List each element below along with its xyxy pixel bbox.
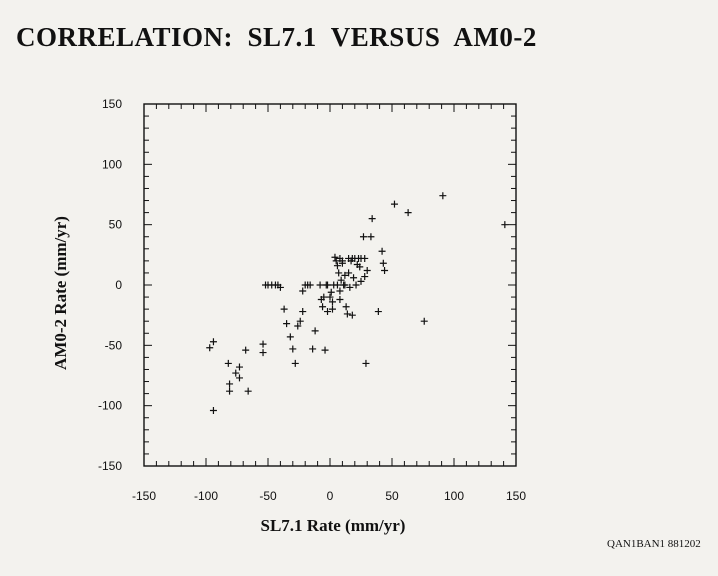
data-point <box>420 317 428 325</box>
data-point <box>333 281 341 289</box>
x-tick-label: 50 <box>385 489 399 503</box>
data-point <box>338 257 346 265</box>
x-tick-label: 0 <box>327 489 334 503</box>
y-tick-label: -50 <box>105 338 123 352</box>
data-point <box>336 295 344 303</box>
tick-marks <box>143 103 517 467</box>
data-point <box>320 293 328 301</box>
x-tick-label: 100 <box>444 489 464 503</box>
data-point <box>381 267 389 275</box>
data-point <box>357 277 365 285</box>
data-point <box>379 259 387 267</box>
data-point <box>209 406 217 414</box>
data-point <box>311 327 319 335</box>
data-point <box>362 359 370 367</box>
y-tick-label: 50 <box>109 218 123 232</box>
data-point <box>368 215 376 223</box>
data-point <box>235 374 243 382</box>
data-point <box>283 320 291 328</box>
data-point <box>348 311 356 319</box>
y-axis-title: AM0-2 Rate (mm/yr) <box>51 216 70 370</box>
data-point <box>439 192 447 200</box>
data-point <box>356 263 364 271</box>
y-tick-label: -100 <box>98 399 122 413</box>
x-tick-label: -100 <box>194 489 218 503</box>
x-tick-label: 150 <box>506 489 526 503</box>
data-point <box>299 287 307 295</box>
data-point <box>341 281 349 289</box>
x-tick-label: -150 <box>132 489 156 503</box>
data-point <box>289 345 297 353</box>
data-point <box>336 287 344 295</box>
data-point <box>337 276 345 284</box>
figure-id-label: QAN1BAN1 881202 <box>607 538 701 550</box>
data-point <box>276 283 284 291</box>
data-point <box>361 273 369 281</box>
data-point <box>224 359 232 367</box>
x-axis-title: SL7.1 Rate (mm/yr) <box>261 516 406 535</box>
y-tick-label: 100 <box>102 157 122 171</box>
data-point <box>324 281 332 289</box>
data-point <box>335 269 343 277</box>
data-point <box>316 281 324 289</box>
data-point <box>206 344 214 352</box>
data-point <box>327 288 335 296</box>
data-point <box>367 233 375 241</box>
data-point <box>390 200 398 208</box>
data-point <box>324 308 332 316</box>
data-point <box>342 303 350 311</box>
y-tick-label: 150 <box>102 97 122 111</box>
data-point <box>244 387 252 395</box>
data-point <box>328 305 336 313</box>
data-point <box>319 303 327 311</box>
data-point <box>235 363 243 371</box>
data-point <box>296 317 304 325</box>
data-point <box>259 349 267 357</box>
data-point <box>226 380 234 388</box>
data-point <box>350 274 358 282</box>
data-point <box>232 369 240 377</box>
y-tick-label: -150 <box>98 459 122 473</box>
data-point <box>280 305 288 313</box>
data-point <box>328 298 336 306</box>
data-point <box>374 308 382 316</box>
data-point <box>352 281 360 289</box>
data-point <box>294 322 302 330</box>
data-point <box>359 233 367 241</box>
data-point <box>259 340 267 348</box>
data-point <box>343 310 351 318</box>
data-point <box>226 387 234 395</box>
data-point <box>331 253 339 261</box>
data-point <box>333 262 341 270</box>
data-point <box>361 254 369 262</box>
data-point <box>209 338 217 346</box>
data-point <box>346 283 354 291</box>
data-point <box>321 346 329 354</box>
data-point <box>326 293 334 301</box>
y-tick-label: 0 <box>115 278 122 292</box>
data-point <box>286 333 294 341</box>
data-point <box>242 346 250 354</box>
data-point <box>378 247 386 255</box>
data-point <box>345 269 353 277</box>
data-point <box>291 359 299 367</box>
data-point <box>404 209 412 217</box>
data-point <box>363 267 371 275</box>
data-point <box>306 281 314 289</box>
data-point <box>309 345 317 353</box>
data-point <box>341 271 349 279</box>
data-point <box>299 308 307 316</box>
data-point <box>332 257 340 265</box>
x-tick-label: -50 <box>259 489 277 503</box>
data-point <box>501 221 509 229</box>
chart-title: CORRELATION: SL7.1 VERSUS AM0-2 <box>16 22 537 52</box>
